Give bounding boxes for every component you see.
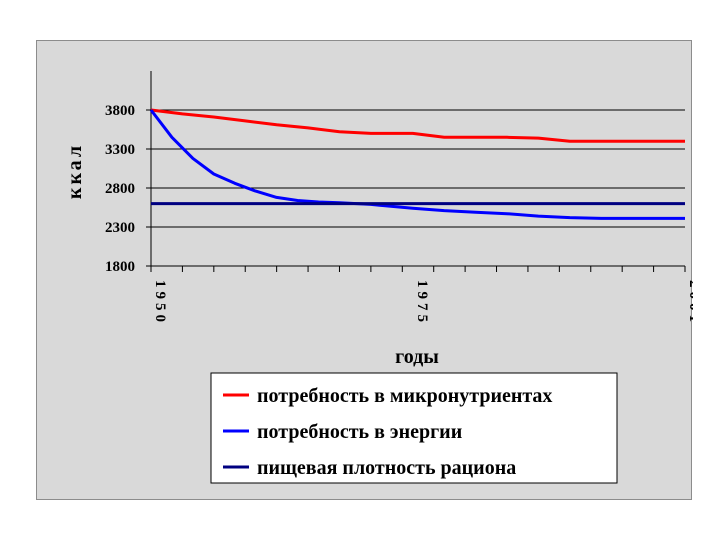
y-tick-labels: 1800 2300 2800 3300 3800 <box>105 103 135 275</box>
axes <box>146 71 686 272</box>
x-tick-label: 1950 <box>152 280 168 326</box>
y-tick-label: 3800 <box>105 103 135 119</box>
y-tick-label: 2800 <box>105 181 135 197</box>
legend-label-0: потребность в микронутриентах <box>257 385 552 407</box>
legend-box <box>210 372 618 484</box>
x-tick-labels: 1950 1975 2001 <box>152 280 693 326</box>
y-tick-label: 3300 <box>105 142 135 158</box>
x-axis-label: годы <box>395 346 439 368</box>
series-lines <box>149 108 685 220</box>
y-axis-label: ккал <box>64 143 86 199</box>
line-chart: 1800 2300 2800 3300 3800 1950 1975 2001 ккал г… <box>64 71 693 484</box>
series-line-0 <box>150 108 685 143</box>
legend-label-2: пищевая плотность рациона <box>257 457 516 479</box>
chart-frame: 1800 2300 2800 3300 3800 1950 1975 2001 ккал г… <box>36 40 693 500</box>
x-tick-label: 2001 <box>686 280 693 326</box>
y-tick-label: 2300 <box>105 220 135 236</box>
gridlines <box>151 109 685 228</box>
legend-label-1: потребность в энергии <box>257 421 462 443</box>
legend: потребность в микронутриентах потребность… <box>210 372 618 484</box>
y-tick-label: 1800 <box>105 259 135 275</box>
x-tick-label: 1975 <box>414 280 430 326</box>
